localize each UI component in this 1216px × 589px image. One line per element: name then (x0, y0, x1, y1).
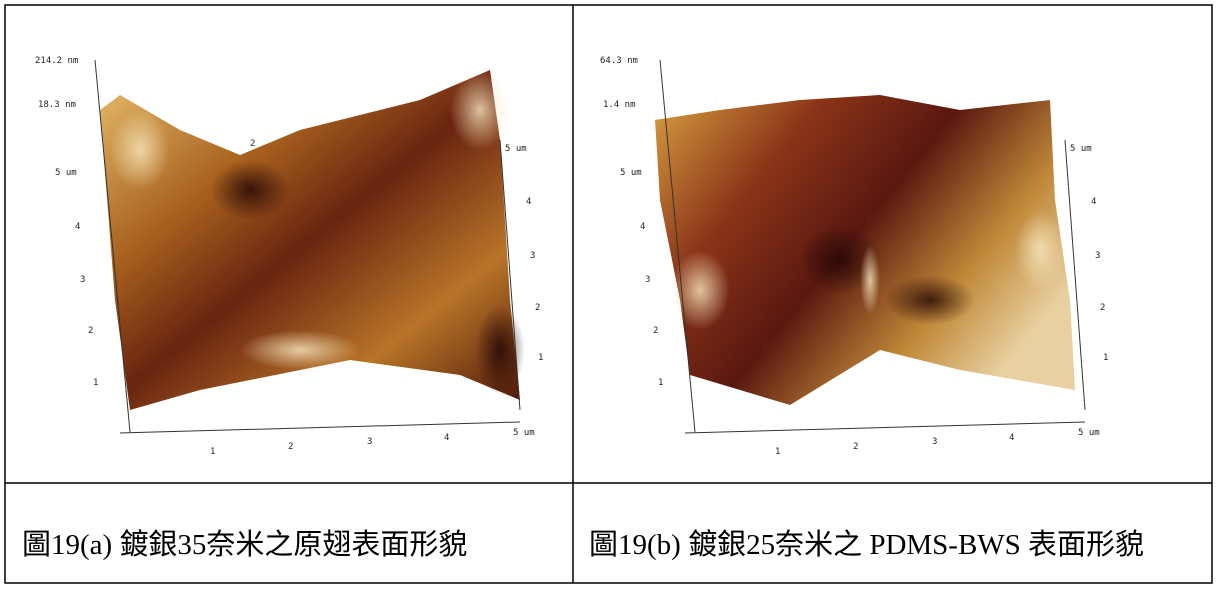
caption: 圖19(a) 鍍銀35奈米之原翅表面形貌 (22, 528, 467, 561)
axis-line (94, 59, 131, 433)
left-axis-label: 4 (75, 222, 80, 232)
bottom-axis-label: 1 (775, 447, 780, 457)
axis-line (119, 421, 521, 434)
bottom-axis-label: 4 (444, 433, 449, 443)
left-axis-label: 3 (80, 275, 85, 285)
left-axis-label: 2 (88, 326, 93, 336)
z-min-label: 18.3 nm (38, 100, 76, 110)
bottom-axis-label: 2 (853, 442, 858, 452)
bottom-axis-label: 5 um (513, 428, 535, 438)
axis-line (499, 139, 521, 411)
right-axis-label: 3 (530, 251, 535, 261)
right-axis-label: 5 um (505, 144, 527, 154)
right-axis-label: 1 (1103, 353, 1108, 363)
bottom-axis-label: 2 (288, 442, 293, 452)
left-axis-label: 1 (658, 378, 663, 388)
right-axis-label: 2 (535, 303, 540, 313)
left-axis-label: 2 (653, 326, 658, 336)
axis-line (684, 421, 1086, 434)
left-axis-label: 3 (645, 275, 650, 285)
bottom-axis-label: 1 (210, 447, 215, 457)
afm-surface-b (655, 95, 1075, 405)
table-borders (4, 4, 1213, 584)
left-axis-label: 4 (640, 222, 645, 232)
left-axis-label: 5 um (620, 168, 642, 178)
bottom-axis-label: 3 (932, 437, 937, 447)
left-axis-label: 5 um (55, 168, 77, 178)
right-axis-label: 4 (526, 197, 531, 207)
bottom-axis-label: 4 (1009, 433, 1014, 443)
z-min-label: 1.4 nm (603, 100, 636, 110)
z-max-label: 214.2 nm (35, 56, 78, 66)
axis-line (659, 59, 696, 433)
right-axis-label: 5 um (1070, 144, 1092, 154)
marker-label: 2 (250, 139, 255, 149)
right-axis-label: 2 (1100, 303, 1105, 313)
right-axis-label: 3 (1095, 251, 1100, 261)
axis-line (1064, 139, 1086, 411)
afm-surface-a (100, 70, 525, 410)
bottom-axis-label: 3 (367, 437, 372, 447)
z-max-label: 64.3 nm (600, 56, 638, 66)
caption: 圖19(b) 鍍銀25奈米之 PDMS-BWS 表面形貌 (589, 528, 1144, 561)
right-axis-label: 1 (538, 353, 543, 363)
left-axis-label: 1 (93, 378, 98, 388)
bottom-axis-label: 5 um (1078, 428, 1100, 438)
right-axis-label: 4 (1091, 197, 1096, 207)
